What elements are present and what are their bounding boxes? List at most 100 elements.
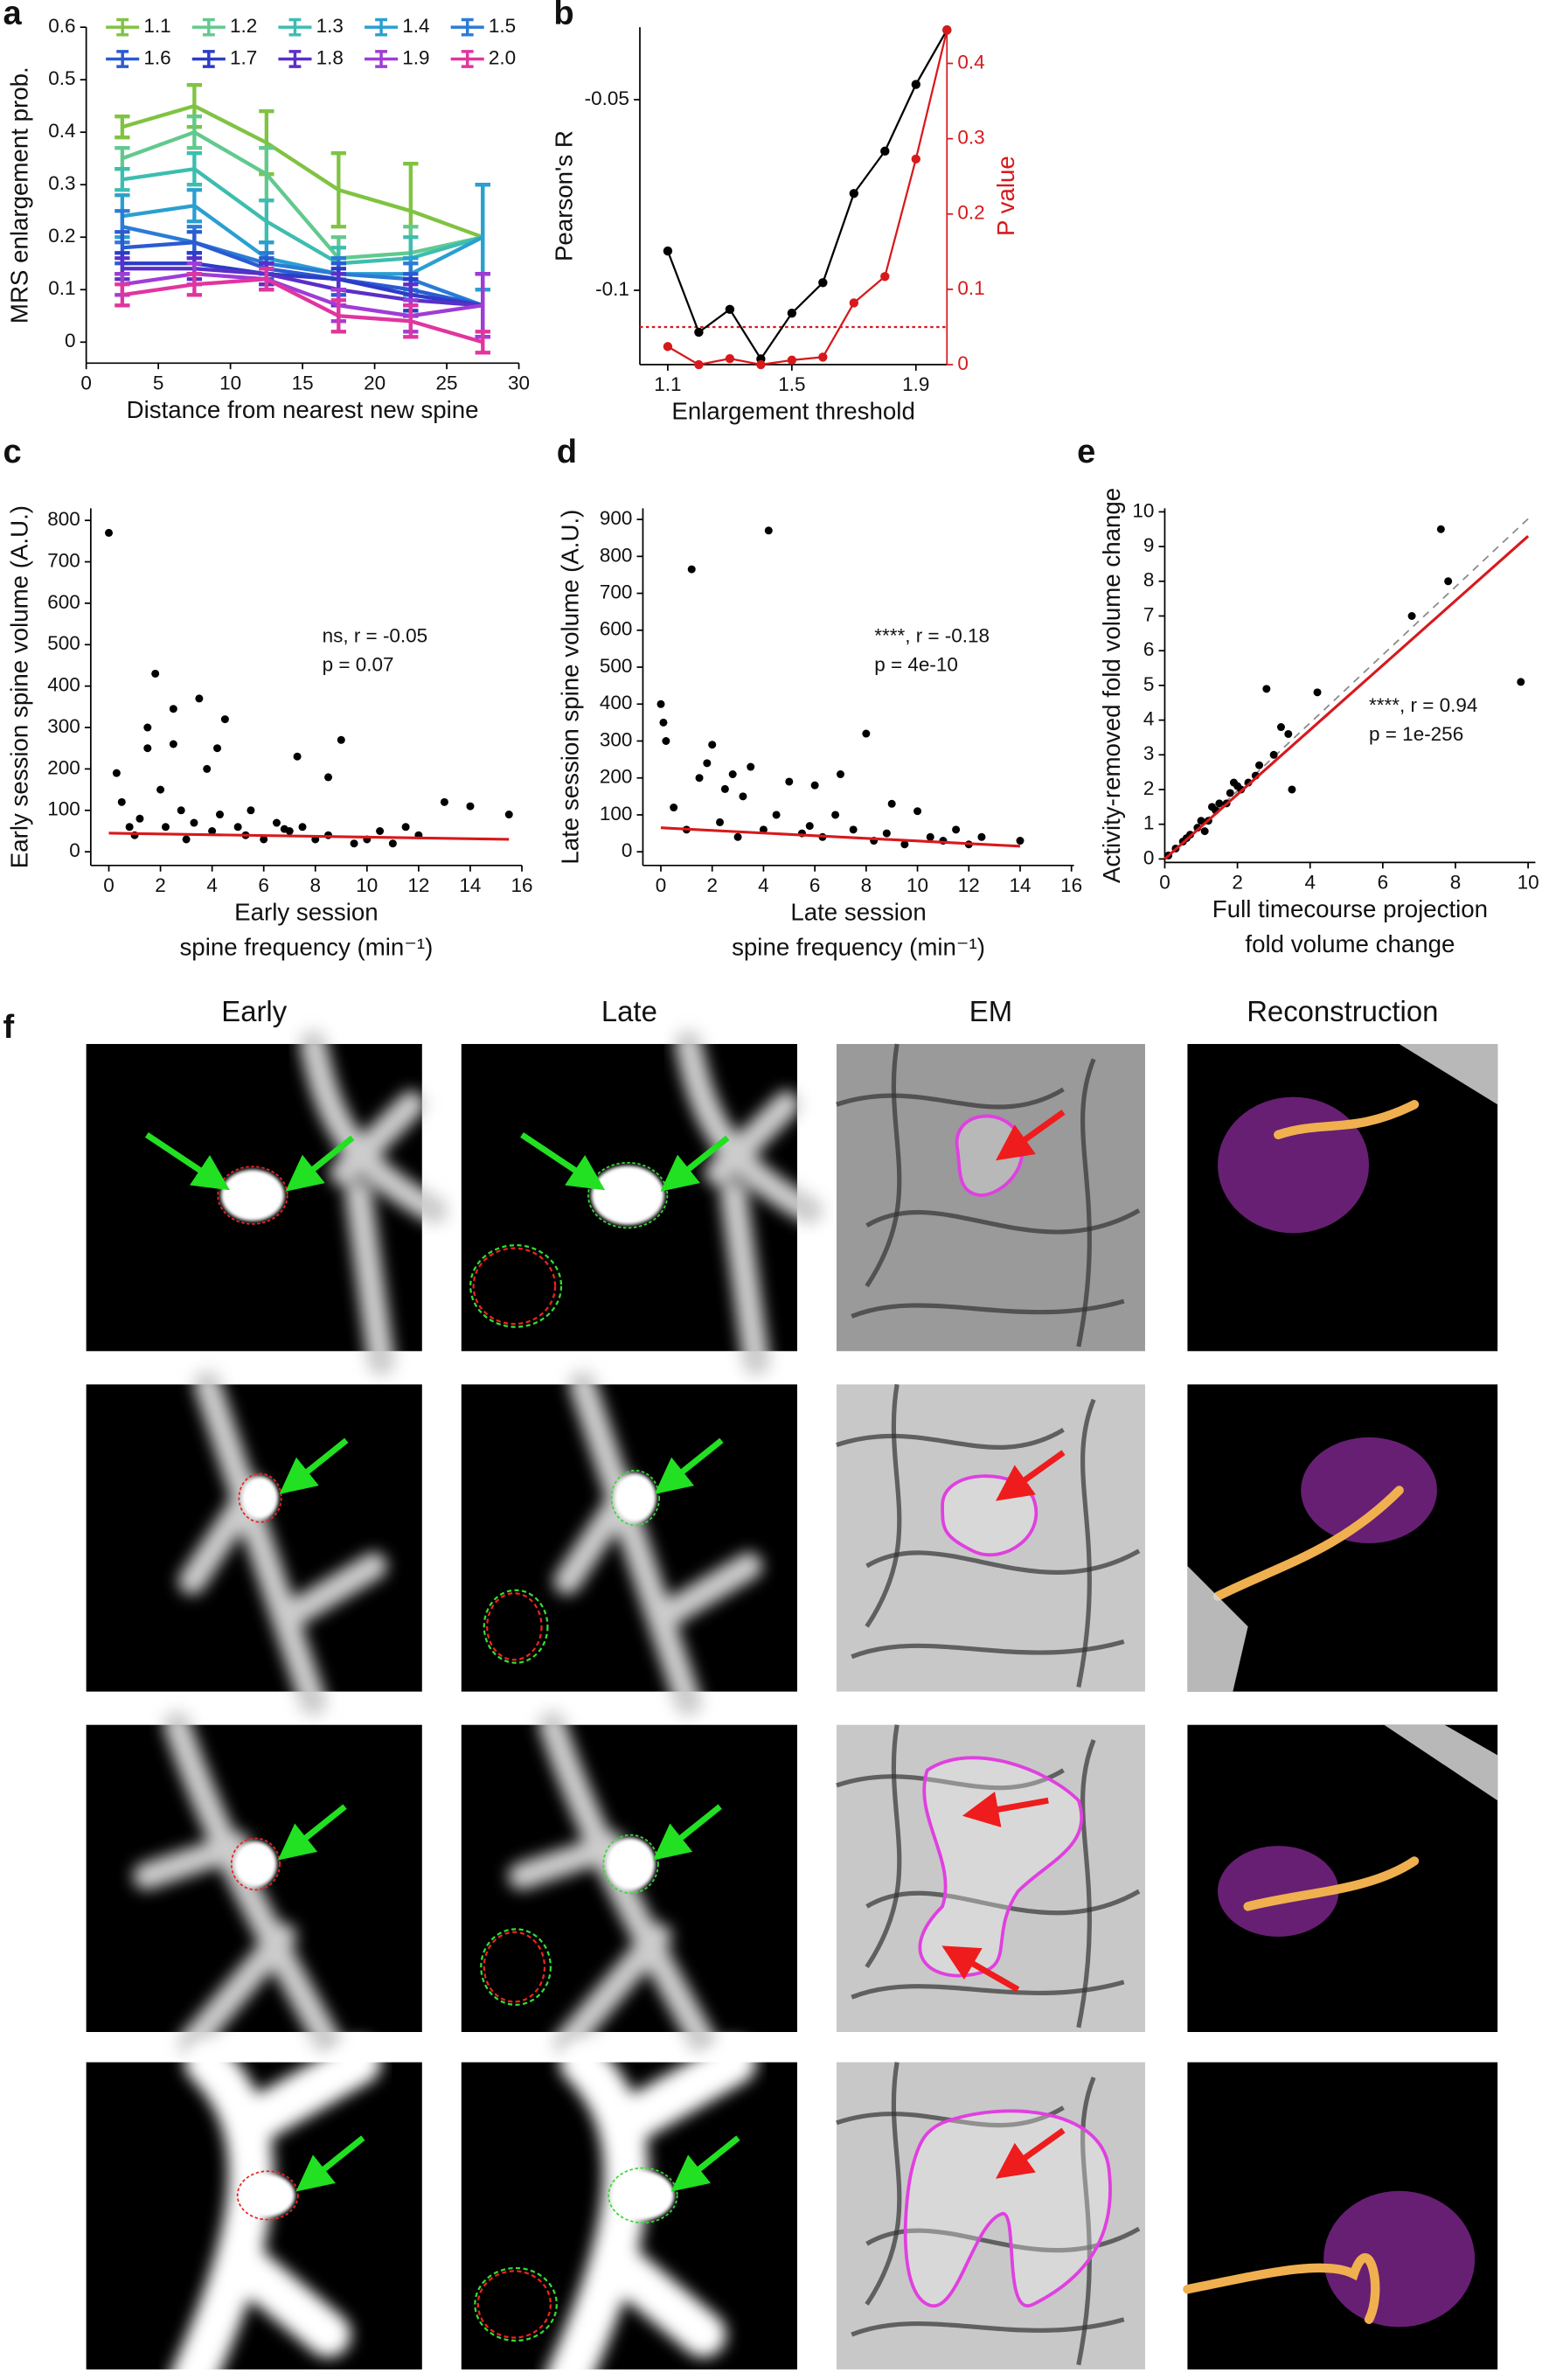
spine	[234, 1841, 277, 1887]
point	[733, 832, 742, 841]
y-tick-label: 100	[47, 798, 80, 820]
y-tick-label: 0.1	[48, 277, 75, 299]
point	[708, 741, 717, 749]
error-bar	[186, 115, 203, 150]
x-axis-label: Late session	[790, 899, 926, 926]
y-tick-label: 10	[1132, 499, 1154, 521]
point	[350, 839, 358, 848]
point	[135, 814, 144, 823]
x-tick-label: 16	[1060, 874, 1082, 896]
point	[725, 304, 735, 315]
point	[156, 785, 165, 794]
series-line	[122, 103, 484, 240]
point	[670, 804, 678, 812]
y-tick-label: 0.6	[48, 15, 75, 37]
point	[1517, 678, 1525, 686]
point	[1269, 750, 1278, 759]
em-tile	[836, 1043, 1145, 1352]
overlay-outline	[469, 1244, 563, 1328]
point	[656, 699, 665, 708]
arrow	[277, 1804, 347, 1861]
image-tile	[86, 1370, 422, 1716]
y-tick-label: 4	[1143, 708, 1155, 730]
series-line	[122, 240, 483, 308]
point	[177, 806, 185, 815]
identity-line	[1163, 518, 1529, 860]
legend-swatch	[450, 17, 484, 37]
x-tick-label: 5	[153, 372, 164, 393]
series-line	[122, 166, 483, 266]
point	[190, 818, 198, 827]
image-tile	[461, 1370, 797, 1716]
point	[818, 278, 828, 288]
arrow	[660, 1135, 730, 1192]
y-tick-label: 500	[600, 655, 633, 677]
image-tile	[86, 1030, 448, 1375]
overlay-outline	[472, 1247, 557, 1326]
reconstruction-tile	[1187, 1384, 1498, 1692]
point	[880, 146, 890, 157]
y-axis-label: Early session spine volume (A.U.)	[6, 505, 33, 868]
error-bar	[115, 282, 130, 308]
point	[1262, 685, 1271, 693]
membrane	[1076, 1739, 1096, 2029]
series-line	[122, 272, 483, 318]
y-tick-label: 700	[600, 581, 633, 603]
x-axis-label: Distance from nearest new spine	[127, 396, 479, 423]
x-tick-label: 1.5	[778, 373, 805, 395]
arrow	[996, 1450, 1066, 1501]
y-axis-label: Activity-removed fold volume change	[1098, 488, 1125, 883]
point	[720, 784, 729, 793]
overlay-outline	[486, 1592, 543, 1661]
image-tile	[461, 1711, 797, 2056]
arrow	[295, 2135, 365, 2192]
x-tick-label: 1.1	[654, 373, 681, 395]
spine	[606, 1838, 656, 1890]
point	[805, 822, 814, 831]
y-tick-label: -0.05	[585, 87, 629, 109]
point	[195, 694, 204, 703]
membrane	[836, 1087, 1065, 1110]
point	[169, 740, 177, 748]
point	[1229, 778, 1238, 787]
legend-label: 1.9	[402, 46, 429, 68]
y-tick-label: 300	[47, 715, 80, 737]
y-tick-label: 0.2	[48, 225, 75, 247]
y-tick-label: 200	[600, 766, 633, 788]
point	[687, 565, 696, 574]
annotation: p = 0.07	[323, 653, 394, 675]
x-tick-label: 6	[1378, 872, 1389, 894]
error-bar	[330, 298, 346, 334]
spine-outline	[217, 1166, 288, 1225]
y-tick-label: 900	[600, 507, 633, 529]
reconstruction-tile	[1187, 1724, 1498, 2032]
point	[1284, 729, 1293, 738]
membrane	[865, 1383, 902, 1628]
y-tick-label: 0.5	[48, 67, 75, 89]
reconstruction-tile	[1187, 1044, 1498, 1352]
legend-swatch	[191, 17, 226, 37]
annotation: ****, r = -0.18	[874, 624, 990, 646]
arrow	[285, 1135, 355, 1192]
point	[911, 80, 920, 89]
point	[1215, 799, 1224, 808]
error-bar	[330, 151, 346, 229]
point	[247, 806, 255, 815]
series-line	[122, 277, 483, 344]
column-title: Early	[221, 995, 287, 1027]
point	[388, 839, 397, 848]
y-tick-label: 0	[622, 839, 633, 861]
point	[293, 752, 302, 761]
arrow	[279, 1437, 349, 1494]
fit-line	[108, 832, 510, 841]
image-tile	[86, 2039, 422, 2380]
membrane	[865, 1724, 902, 1969]
arrow	[520, 1131, 606, 1191]
point	[203, 764, 212, 773]
x-tick-label: 6	[809, 874, 821, 896]
point	[694, 327, 704, 338]
legend-label: 2.0	[489, 46, 516, 68]
y-tick-label: 0.3	[48, 172, 75, 194]
point	[125, 823, 134, 832]
